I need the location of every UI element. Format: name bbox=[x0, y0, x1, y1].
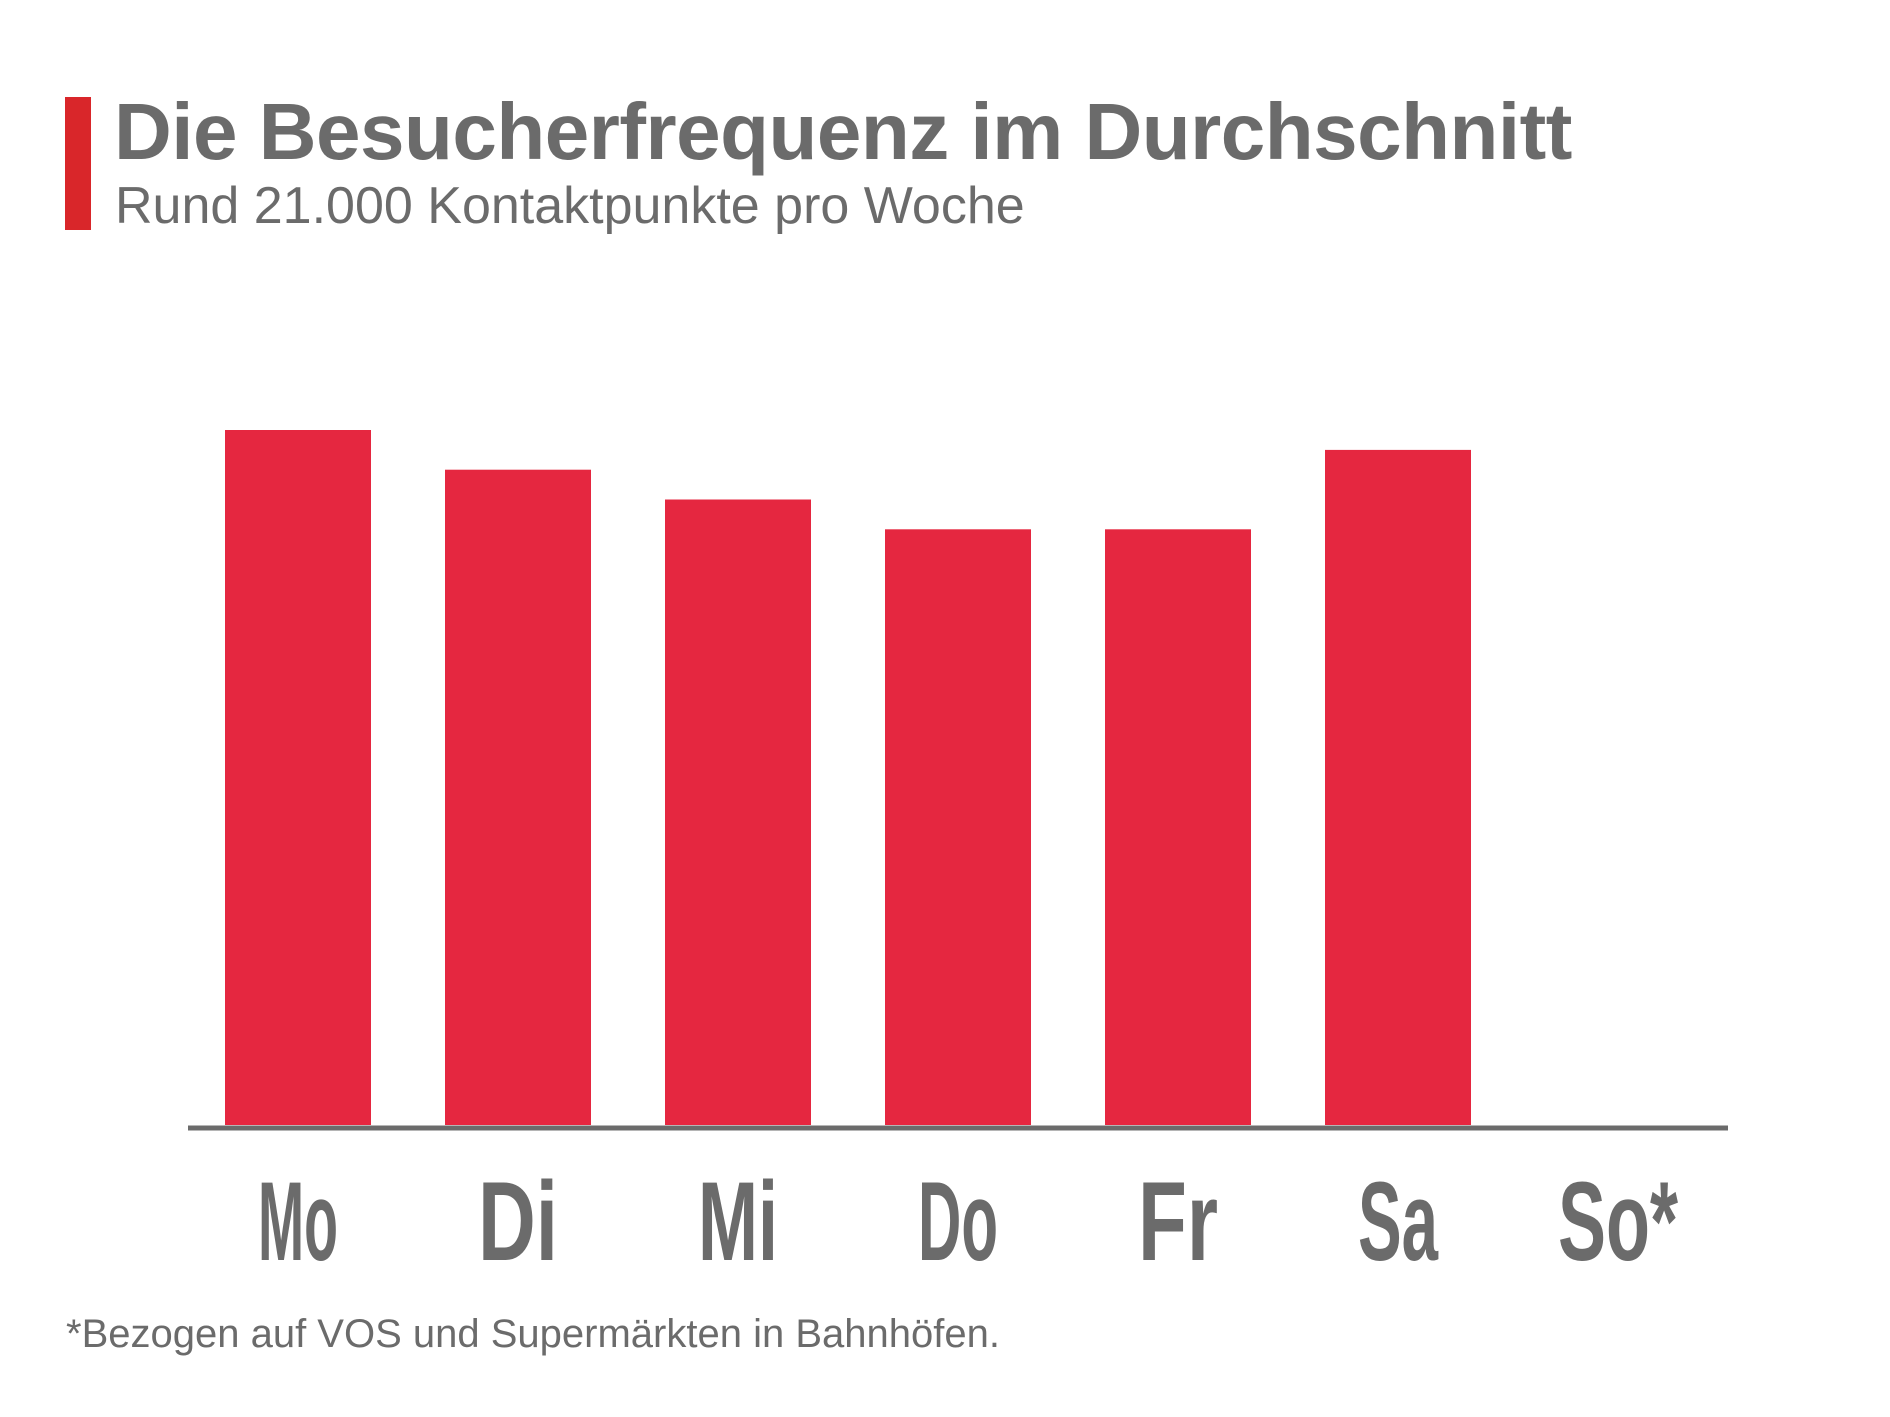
bar-mo bbox=[225, 430, 371, 1125]
bar-mi bbox=[665, 499, 811, 1125]
x-tick-label: Fr bbox=[1138, 1159, 1218, 1284]
bar-di bbox=[445, 469, 591, 1125]
footnote: *Bezogen auf VOS und Supermärkten in Bah… bbox=[66, 1312, 1000, 1356]
chart-subtitle: Rund 21.000 Kontaktpunkte pro Woche bbox=[115, 177, 1025, 235]
x-tick-label: Di bbox=[478, 1159, 558, 1284]
x-tick-label: Mi bbox=[698, 1159, 778, 1284]
x-tick-label: Do bbox=[918, 1159, 998, 1284]
title-accent-bar bbox=[65, 97, 91, 230]
bar-sa bbox=[1325, 449, 1471, 1125]
x-tick-label: Sa bbox=[1358, 1159, 1438, 1284]
bar-fr bbox=[1105, 529, 1251, 1125]
x-tick-label: So* bbox=[1558, 1159, 1678, 1284]
chart-title: Die Besucherfrequenz im Durchschnitt bbox=[114, 87, 1572, 176]
bar-group bbox=[225, 430, 1471, 1125]
bar-do bbox=[885, 529, 1031, 1125]
x-tick-label: Mo bbox=[258, 1159, 338, 1284]
x-axis-labels: Mo Di Mi Do Fr Sa So* bbox=[258, 1159, 1678, 1284]
